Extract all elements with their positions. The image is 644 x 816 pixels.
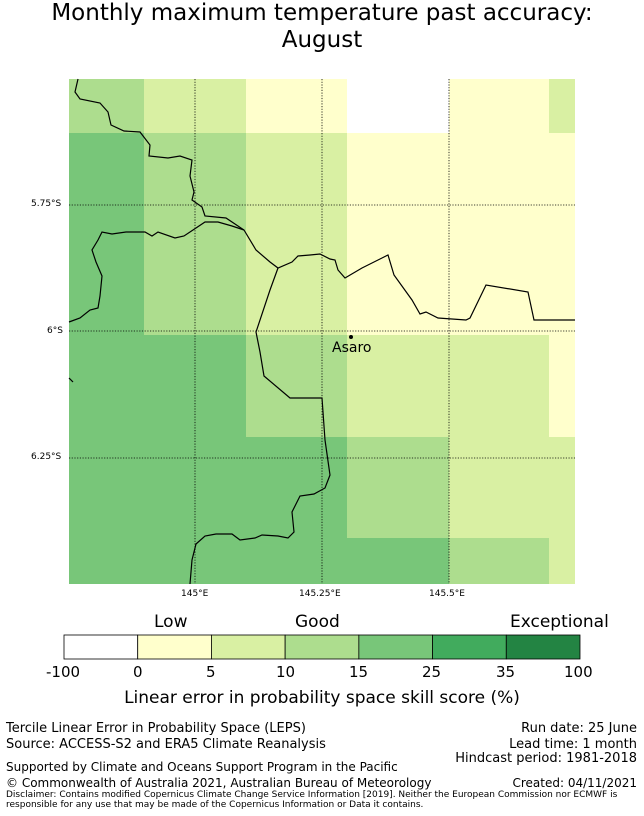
lat-label: 6.25°S — [31, 452, 62, 462]
lat-label: 6°S — [47, 326, 63, 336]
footer-disclaimer-line1: Disclaimer: Contains modified Copernicus… — [6, 790, 618, 800]
colorbar-tick: 25 — [422, 663, 442, 681]
colorbar-swatch — [358, 634, 433, 660]
colorbar-swatch — [211, 634, 286, 660]
footer-hindcast: Hindcast period: 1981-2018 — [455, 751, 637, 766]
colorbar-tick: 10 — [276, 663, 296, 681]
footer-support: Supported by Climate and Oceans Support … — [6, 760, 398, 774]
footer-disclaimer-line2: responsible for any use that may be made… — [6, 800, 424, 810]
map-cell — [69, 79, 144, 133]
map-cell — [347, 133, 575, 234]
map-cell — [69, 538, 449, 584]
colorbar — [63, 634, 581, 660]
colorbar-tick: 0 — [133, 663, 143, 681]
colorbar-category-low: Low — [154, 612, 188, 632]
colorbar-swatch — [505, 634, 581, 660]
map-cell — [69, 234, 144, 335]
map-cell — [449, 538, 549, 584]
footer-created: Created: 04/11/2021 — [512, 776, 637, 790]
colorbar-swatch — [63, 634, 139, 660]
map-cell — [144, 133, 246, 234]
map-cell — [549, 79, 575, 133]
map-cell — [69, 335, 246, 437]
footer-lead-time: Lead time: 1 month — [509, 737, 637, 752]
map-cell — [246, 234, 347, 335]
colorbar-tick: 35 — [496, 663, 516, 681]
lon-label: 145.5°E — [429, 589, 465, 599]
boundary-line — [68, 377, 74, 383]
leps-map — [68, 78, 575, 585]
colorbar-label: Linear error in probability space skill … — [124, 688, 520, 708]
colorbar-tick: 15 — [349, 663, 369, 681]
colorbar-tick: 5 — [206, 663, 216, 681]
footer-copyright: © Commonwealth of Australia 2021, Austra… — [6, 776, 432, 790]
map-cell — [549, 538, 575, 584]
map-cell — [549, 335, 575, 437]
map-cell — [246, 335, 347, 437]
map-cell — [449, 437, 575, 538]
boundary-line — [74, 78, 575, 321]
colorbar-tick: -100 — [46, 663, 81, 681]
colorbar-tick: 100 — [564, 663, 593, 681]
lon-label: 145°E — [181, 589, 209, 599]
colorbar-swatches — [63, 634, 581, 660]
colorbar-category-good: Good — [295, 612, 340, 632]
footer-run-date: Run date: 25 June — [521, 721, 637, 736]
boundary-line — [68, 221, 245, 323]
colorbar-swatch — [284, 634, 360, 660]
gridlines — [69, 79, 575, 584]
map-cell — [347, 79, 449, 133]
colorbar-category-exceptional: Exceptional — [510, 612, 609, 632]
map-cell — [347, 335, 549, 437]
boundary-line — [189, 267, 331, 585]
map-cell — [69, 437, 347, 538]
location-label: Asaro — [332, 340, 372, 356]
colorbar-swatch — [432, 634, 507, 660]
map-cell — [347, 437, 449, 538]
coastline-boundaries — [68, 78, 575, 585]
map-cell — [347, 234, 575, 335]
map-cell — [246, 79, 347, 133]
footer-source: Source: ACCESS-S2 and ERA5 Climate Reana… — [6, 737, 326, 752]
lon-label: 145.25°E — [299, 589, 341, 599]
colorbar-swatch — [137, 634, 212, 660]
location-marker-asaro — [349, 335, 353, 339]
lat-label: 5.75°S — [31, 199, 62, 209]
map-cell — [449, 79, 549, 133]
chart-title-line2: August — [281, 27, 363, 53]
chart-title-line1: Monthly maximum temperature past accurac… — [51, 0, 593, 26]
map-cell — [246, 133, 347, 234]
map-grid-cells — [69, 79, 575, 584]
map-cell — [69, 133, 144, 234]
footer-leps: Tercile Linear Error in Probability Spac… — [6, 721, 306, 736]
